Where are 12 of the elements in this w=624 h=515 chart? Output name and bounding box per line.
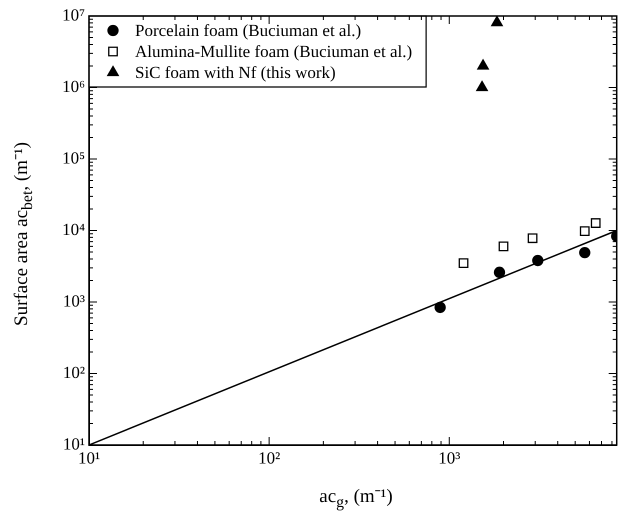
y-tick-label: 10² (62, 362, 85, 382)
x-tick-label: 10³ (438, 448, 460, 468)
x-tick-label: 10² (258, 448, 280, 468)
y-tick-label: 10⁴ (62, 220, 86, 239)
legend-label: Porcelain foam (Buciuman et al.) (135, 20, 362, 40)
legend-label: SiC foam with Nf (this work) (135, 62, 336, 82)
y-tick-label: 10⁶ (62, 76, 86, 96)
x-axis-title: ac$_{g}$, (m⁻¹) (318, 485, 394, 512)
y-tick-label: 10⁷ (62, 5, 86, 24)
y-tick-label: 10³ (62, 291, 85, 310)
legend-label: Alumina-Mullite foam (Buciuman et al.) (135, 42, 412, 61)
y-tick-label: 10⁵ (62, 148, 86, 168)
